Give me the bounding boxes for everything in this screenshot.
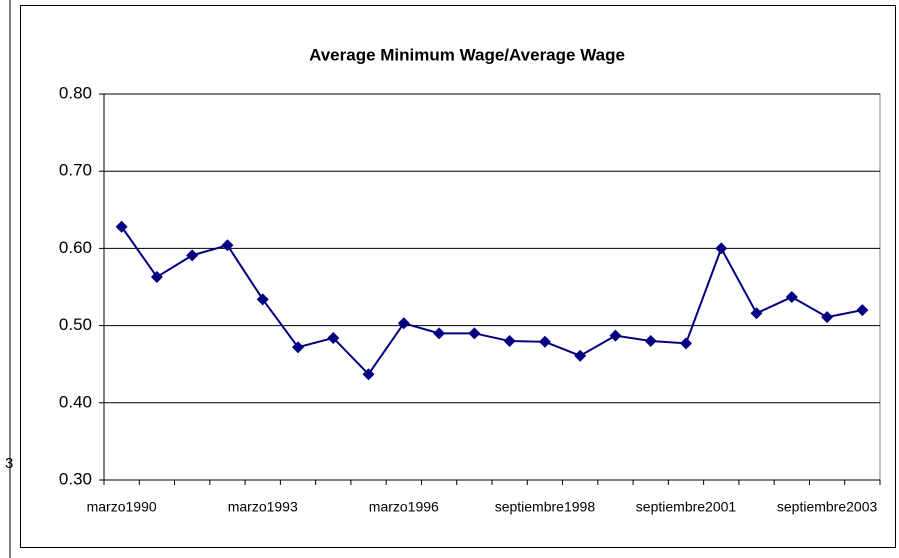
y-tick-label: 0.80 <box>59 83 92 102</box>
data-point <box>327 331 340 344</box>
x-tick-label: septiembre1998 <box>495 499 596 515</box>
x-tick-label: marzo1996 <box>369 499 439 515</box>
data-point <box>468 327 481 340</box>
y-tick-label: 0.60 <box>59 238 92 257</box>
data-point <box>785 291 798 304</box>
data-point <box>715 242 728 255</box>
data-point <box>856 304 869 317</box>
plot-area <box>103 93 881 481</box>
chart-title: Average Minimum Wage/Average Wage <box>309 45 625 64</box>
series-line <box>120 226 863 376</box>
data-point <box>150 270 163 283</box>
data-point <box>397 317 410 330</box>
y-tick-label: 0.50 <box>59 315 92 334</box>
data-point <box>574 349 587 362</box>
data-point <box>256 293 269 306</box>
data-point <box>821 311 834 324</box>
data-point <box>680 337 692 350</box>
y-tick-label: 0.70 <box>59 161 92 180</box>
y-tick-label: 0.40 <box>59 392 92 411</box>
data-point <box>433 327 446 340</box>
x-tick-label: marzo1990 <box>87 499 157 515</box>
data-point <box>221 239 234 252</box>
data-point <box>503 335 516 348</box>
data-point <box>538 335 551 348</box>
data-point <box>186 249 199 262</box>
data-point <box>115 220 128 233</box>
data-point <box>609 329 622 342</box>
data-point <box>362 368 375 381</box>
data-point <box>292 341 304 354</box>
data-point <box>644 335 657 348</box>
x-tick-label: septiembre2003 <box>777 499 878 515</box>
y-tick-label: 0.30 <box>59 469 92 488</box>
x-tick-label: septiembre2001 <box>636 499 737 515</box>
data-point <box>750 307 763 320</box>
x-tick-label: marzo1993 <box>228 499 298 515</box>
edge-text: 3 <box>5 455 13 472</box>
